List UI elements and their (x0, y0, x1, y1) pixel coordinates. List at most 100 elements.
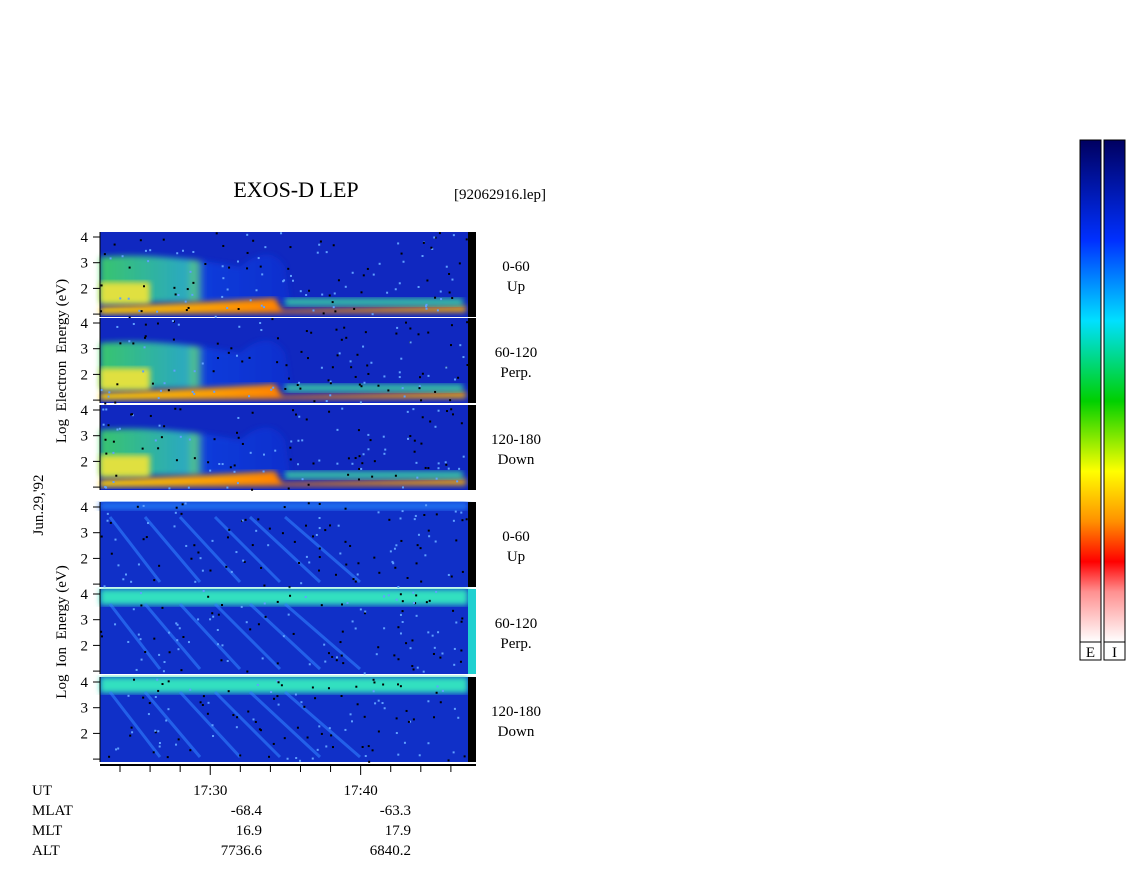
noise (267, 544, 270, 547)
y-tick-label: 2 (81, 726, 89, 742)
noise (100, 630, 103, 633)
noise (363, 612, 366, 615)
noise (372, 678, 375, 681)
table-value: -63.3 (380, 803, 411, 819)
noise (172, 338, 175, 341)
noise (257, 518, 260, 521)
table-label: ALT (32, 843, 60, 859)
noise (421, 254, 424, 257)
noise (209, 618, 212, 621)
noise (350, 366, 353, 369)
noise (397, 586, 400, 589)
table-value: -68.4 (231, 803, 263, 819)
noise (300, 701, 303, 704)
noise (244, 518, 247, 521)
noise (174, 293, 177, 296)
noise (436, 685, 439, 688)
noise (401, 387, 404, 390)
noise (132, 322, 135, 325)
noise (295, 757, 298, 760)
y-tick-label: 2 (81, 454, 89, 470)
noise (276, 361, 279, 364)
noise (193, 370, 196, 373)
noise (297, 439, 300, 442)
noise (359, 401, 362, 404)
noise (406, 410, 409, 413)
noise (226, 486, 229, 489)
noise (148, 702, 151, 705)
noise (108, 755, 111, 758)
noise (445, 265, 448, 268)
noise (420, 399, 423, 402)
noise (334, 573, 337, 576)
noise (435, 590, 438, 593)
noise (240, 605, 243, 608)
noise (301, 478, 304, 481)
noise (271, 318, 274, 321)
spectrogram-red (100, 384, 466, 400)
noise (100, 389, 103, 392)
noise (233, 464, 236, 467)
noise (378, 571, 381, 574)
noise (204, 262, 207, 265)
colorbar-label: I (1112, 645, 1117, 661)
noise (256, 683, 259, 686)
noise (213, 390, 216, 393)
noise (130, 580, 133, 583)
noise (290, 440, 293, 443)
noise (398, 376, 401, 379)
noise (119, 342, 122, 345)
spectrogram-streak (143, 516, 202, 583)
noise (315, 533, 318, 536)
noise (368, 760, 371, 763)
noise (416, 544, 419, 547)
noise (423, 513, 426, 516)
noise (179, 408, 182, 411)
noise (331, 301, 334, 304)
noise (427, 631, 430, 634)
noise (188, 438, 191, 441)
noise (305, 330, 308, 333)
noise (177, 293, 180, 296)
noise (211, 724, 214, 727)
noise (313, 400, 316, 403)
noise (331, 746, 334, 749)
noise (361, 462, 364, 465)
noise (209, 569, 212, 572)
noise (305, 418, 308, 421)
noise (361, 745, 364, 748)
noise (289, 594, 292, 597)
angle-label: 120-180 (491, 432, 541, 448)
noise (156, 678, 159, 681)
noise (304, 595, 307, 598)
noise (462, 455, 465, 458)
noise (276, 600, 279, 603)
noise (353, 307, 356, 310)
noise (154, 731, 157, 734)
noise (371, 749, 374, 752)
noise (137, 563, 140, 566)
noise (362, 453, 365, 456)
noise (392, 562, 395, 565)
noise (264, 615, 267, 618)
spectrogram-streak (213, 602, 282, 671)
noise (277, 681, 280, 684)
data-gap (468, 502, 476, 587)
noise (395, 544, 398, 547)
spectrogram-streak (178, 690, 242, 759)
noise (289, 246, 292, 249)
noise (168, 631, 171, 634)
direction-label: Up (507, 279, 525, 295)
noise (129, 734, 132, 737)
noise (187, 641, 190, 644)
noise (236, 260, 239, 263)
noise (233, 470, 236, 473)
noise (116, 428, 119, 431)
noise (232, 714, 235, 717)
noise (242, 559, 245, 562)
noise (452, 519, 455, 522)
noise (327, 687, 330, 690)
noise (415, 594, 418, 597)
spectrogram-green (285, 471, 463, 479)
noise (314, 697, 317, 700)
